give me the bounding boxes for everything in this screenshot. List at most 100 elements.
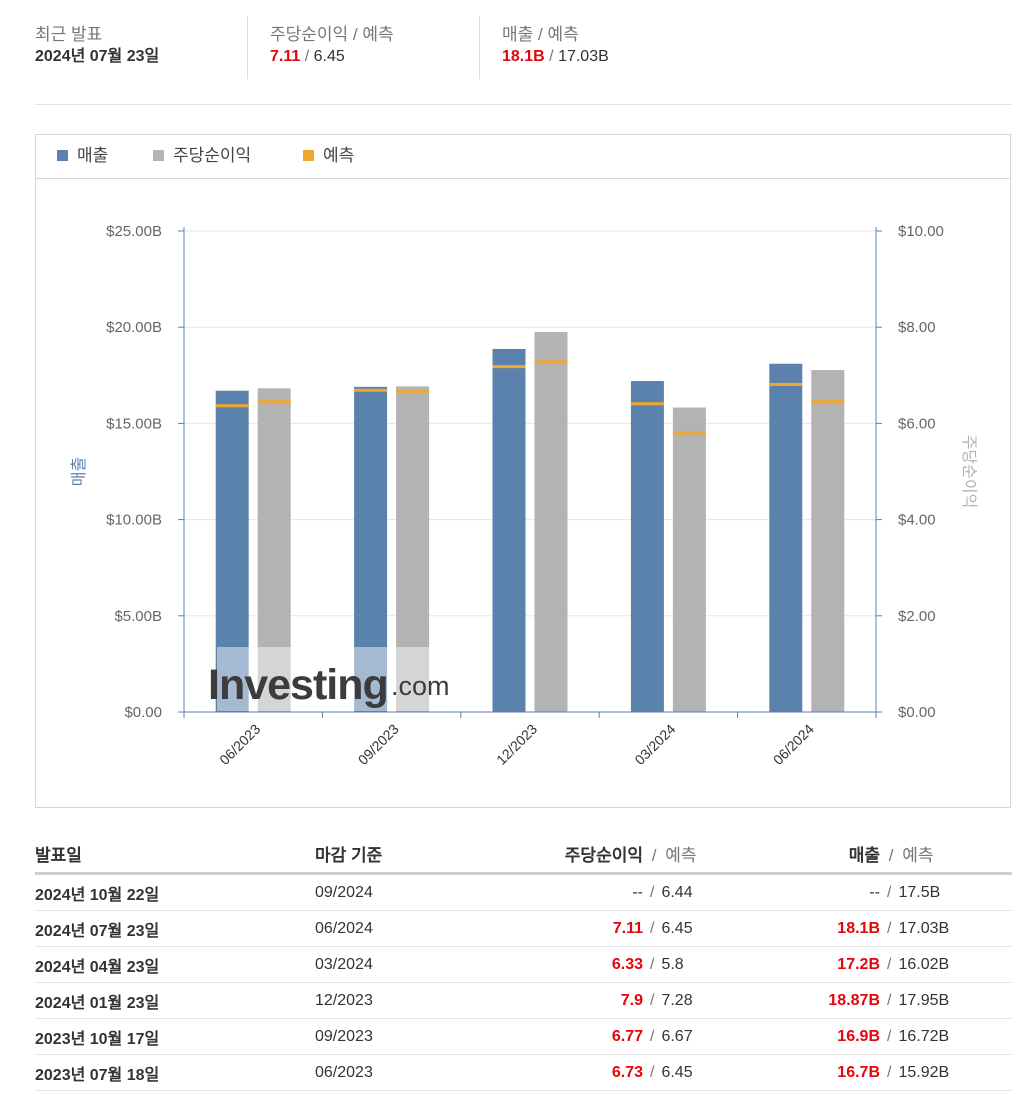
eps-cell: 7.9 / 7.28 xyxy=(495,982,770,1019)
table-row: 2024년 01월 23일 12/2023 7.9 / 7.28 18.87B / 17.95… xyxy=(35,982,1012,1019)
x-tick-label: 12/2023 xyxy=(493,721,540,768)
watermark-backdrop xyxy=(217,647,431,711)
eps-actual: 6.77 xyxy=(611,1027,643,1045)
eps-actual: 7.11 xyxy=(270,48,301,65)
eps-forecast: 6.67 xyxy=(661,1027,693,1045)
revenue-actual: -- xyxy=(869,883,880,901)
table-row: 2023년 10월 17일 09/2023 6.77 / 6.67 16.9B / 16.72… xyxy=(35,1018,1012,1055)
period-end: 03/2024 xyxy=(315,946,495,983)
eps-bar xyxy=(396,386,430,712)
eps-actual: 6.33 xyxy=(611,955,643,973)
chart-plot: $0.00 $0.00 $5.00B $2.00 $10.00B $4.00 $15.00B… xyxy=(70,223,978,768)
revenue-forecast: 17.5B xyxy=(898,883,941,901)
slash: / xyxy=(549,48,554,65)
revenue-forecast: 16.02B xyxy=(898,955,950,973)
revenue-cell: 16.7B / 15.92B xyxy=(770,1054,1012,1091)
period-end: 09/2023 xyxy=(315,1018,495,1055)
table-header-row: 발표일 마감 기준 주당순이익 / 예측 매출 / 예측 xyxy=(35,834,1012,875)
slash: / xyxy=(888,845,894,865)
slash: / xyxy=(887,919,892,937)
eps-bar xyxy=(257,388,291,712)
header-eps-label: 주당순이익 xyxy=(564,845,643,865)
revenue-summary-value: 18.1B / 17.03B xyxy=(502,46,609,68)
revenue-forecast: 17.03B xyxy=(558,48,609,65)
right-tick-label: $10.00 xyxy=(898,223,944,240)
eps-forecast: 6.45 xyxy=(661,919,693,937)
period-end: 06/2024 xyxy=(315,910,495,947)
eps-actual: 6.73 xyxy=(611,1063,643,1081)
eps-cell: 6.33 / 5.8 xyxy=(495,946,770,983)
right-tick-label: $4.00 xyxy=(898,512,936,529)
header-eps[interactable]: 주당순이익 / 예측 xyxy=(495,834,770,875)
slash: / xyxy=(887,955,892,973)
revenue-summary-label: 매출 / 예측 xyxy=(502,25,579,44)
eps-bar xyxy=(534,332,568,712)
slash: / xyxy=(304,48,310,65)
header-revenue[interactable]: 매출 / 예측 xyxy=(770,834,1012,875)
slash: / xyxy=(887,883,892,901)
left-tick-label: $10.00B xyxy=(106,512,162,529)
legend-label-eps: 주당순이익 xyxy=(173,146,252,165)
legend-swatch-forecast xyxy=(303,150,314,161)
table-row: 2024년 07월 23일 06/2024 7.11 / 6.45 18.1B / 17.03… xyxy=(35,910,1012,947)
revenue-actual: 18.1B xyxy=(837,919,880,937)
header-period-end[interactable]: 마감 기준 xyxy=(315,834,495,875)
left-tick-label: $20.00B xyxy=(106,319,162,336)
revenue-bar xyxy=(769,363,803,712)
eps-cell: 7.11 / 6.45 xyxy=(495,910,770,947)
legend-item-forecast[interactable]: 예측 xyxy=(303,145,354,167)
revenue-bar xyxy=(215,390,249,712)
eps-summary-value: 7.11 / 6.45 xyxy=(270,46,394,68)
left-tick-label: $15.00B xyxy=(106,415,162,432)
right-tick-label: $8.00 xyxy=(898,319,936,336)
eps-summary-block: 주당순이익 / 예측 7.11 / 6.45 xyxy=(270,24,394,68)
revenue-forecast: 15.92B xyxy=(898,1063,950,1081)
latest-release-block: 최근 발표 2024년 07월 23일 xyxy=(35,24,159,68)
legend-item-revenue[interactable]: 매출 xyxy=(57,145,108,167)
eps-forecast: 6.44 xyxy=(661,883,693,901)
revenue-actual: 16.9B xyxy=(837,1027,880,1045)
eps-summary-label: 주당순이익 / 예측 xyxy=(270,25,394,44)
summary-divider xyxy=(479,16,480,79)
eps-cell: -- / 6.44 xyxy=(495,873,770,911)
eps-bar xyxy=(672,407,706,712)
revenue-forecast: 17.95B xyxy=(898,991,950,1009)
x-tick-label: 06/2024 xyxy=(770,721,817,768)
slash: / xyxy=(651,845,657,865)
legend-item-eps[interactable]: 주당순이익 xyxy=(153,145,251,167)
revenue-actual: 16.7B xyxy=(837,1063,880,1081)
eps-forecast: 7.28 xyxy=(661,991,693,1009)
table-row: 2023년 07월 18일 06/2023 6.73 / 6.45 16.7B / 15.92… xyxy=(35,1054,1012,1091)
watermark-logo-suffix: .com xyxy=(391,671,450,701)
slash: / xyxy=(650,919,655,937)
table-row: 2024년 10월 22일 09/2024 -- / 6.44 -- / 17.5B xyxy=(35,873,1012,911)
header-release-date[interactable]: 발표일 xyxy=(35,834,315,875)
release-date: 2024년 01월 23일 xyxy=(35,982,315,1019)
eps-forecast: 5.8 xyxy=(661,955,684,973)
left-tick-label: $0.00 xyxy=(124,704,162,721)
slash: / xyxy=(650,1063,655,1081)
period-end: 09/2024 xyxy=(315,873,495,911)
release-date: 2024년 07월 23일 xyxy=(35,910,315,947)
latest-release-label: 최근 발표 xyxy=(35,25,103,44)
legend-swatch-revenue xyxy=(57,150,68,161)
legend-label-forecast: 예측 xyxy=(323,146,355,165)
right-tick-label: $0.00 xyxy=(898,704,936,721)
revenue-forecast: 16.72B xyxy=(898,1027,950,1045)
revenue-cell: 18.87B / 17.95B xyxy=(770,982,1012,1019)
eps-actual: -- xyxy=(632,883,643,901)
eps-forecast: 6.45 xyxy=(313,48,345,65)
release-date: 2024년 04월 23일 xyxy=(35,946,315,983)
slash: / xyxy=(887,1063,892,1081)
earnings-chart: 매출 주당순이익 예측 $0.00 $0.00 $5.00B $2.00 $10.00B… xyxy=(35,134,1011,808)
revenue-actual: 18.1B xyxy=(502,48,545,65)
slash: / xyxy=(650,883,655,901)
eps-actual: 7.11 xyxy=(612,919,643,937)
right-tick-label: $2.00 xyxy=(898,608,936,625)
header-revenue-forecast: 예측 xyxy=(902,845,934,865)
revenue-summary-block: 매출 / 예측 18.1B / 17.03B xyxy=(502,24,609,68)
table-row: 2024년 04월 23일 03/2024 6.33 / 5.8 17.2B / 16.02B xyxy=(35,946,1012,983)
eps-cell: 6.77 / 6.67 xyxy=(495,1018,770,1055)
legend-label-revenue: 매출 xyxy=(77,146,109,165)
left-tick-label: $5.00B xyxy=(114,608,162,625)
